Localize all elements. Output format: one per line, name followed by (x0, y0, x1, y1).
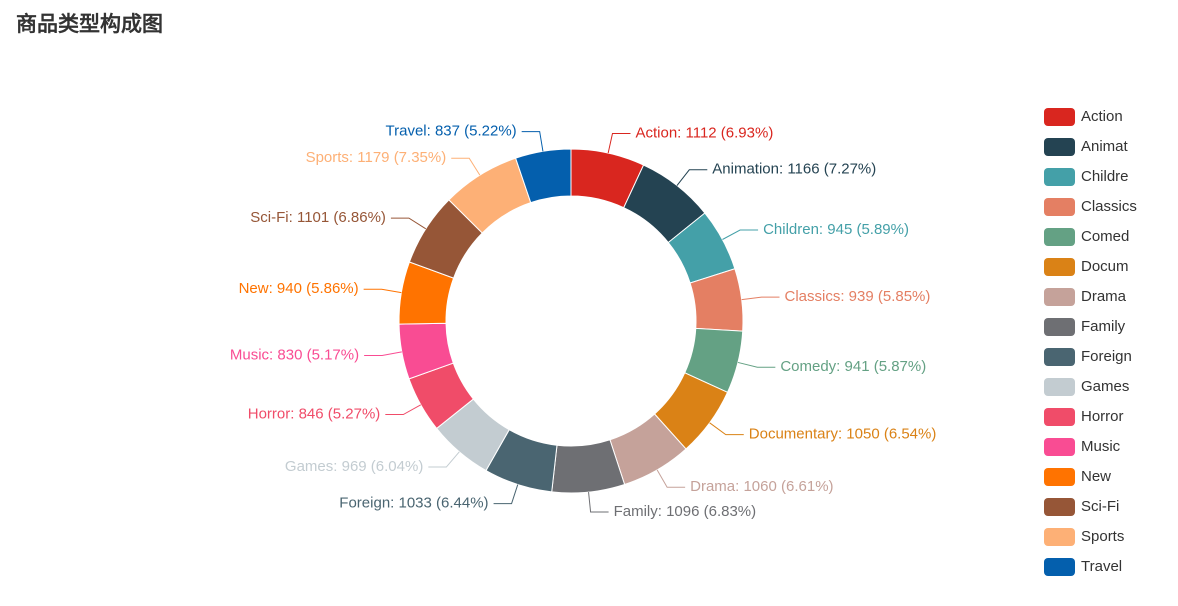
legend-item-action[interactable]: Action (1044, 108, 1123, 126)
legend-item-sports[interactable]: Sports (1044, 528, 1124, 546)
legend-label-documentary: Docum (1081, 258, 1129, 275)
label-foreign: Foreign: 1033 (6.44%) (339, 495, 488, 512)
leader-family (588, 492, 609, 513)
label-action: Action: 1112 (6.93%) (635, 125, 773, 142)
legend-swatch-family (1044, 318, 1075, 336)
legend-swatch-classics (1044, 198, 1075, 216)
slice-labels: Action: 1112 (6.93%) Animation: 1166 (7.2… (230, 123, 936, 520)
leader-children (722, 229, 759, 240)
legend-label-travel: Travel (1081, 558, 1122, 575)
legend-label-foreign: Foreign (1081, 348, 1132, 365)
label-leader-lines (363, 131, 780, 513)
leader-music (364, 351, 402, 356)
legend-swatch-animation (1044, 138, 1075, 156)
legend-label-horror: Horror (1081, 408, 1124, 425)
label-music: Music: 830 (5.17%) (230, 346, 359, 363)
legend-item-documentary[interactable]: Docum (1044, 258, 1129, 276)
legend-item-classics[interactable]: Classics (1044, 198, 1137, 216)
leader-games (428, 451, 460, 468)
legend-swatch-horror (1044, 408, 1075, 426)
legend-label-action: Action (1081, 108, 1123, 125)
chart-title: 商品类型构成图 (16, 12, 163, 36)
legend-item-comedy[interactable]: Comed (1044, 228, 1129, 246)
legend-item-family[interactable]: Family (1044, 318, 1126, 336)
legend-item-foreign[interactable]: Foreign (1044, 348, 1132, 366)
label-sci-fi: Sci-Fi: 1101 (6.86%) (250, 209, 386, 226)
leader-comedy (737, 361, 776, 368)
legend-label-children: Childre (1081, 168, 1129, 185)
label-documentary: Documentary: 1050 (6.54%) (749, 426, 937, 443)
legend-label-classics: Classics (1081, 198, 1137, 215)
legend-swatch-foreign (1044, 348, 1075, 366)
legend-label-family: Family (1081, 318, 1126, 335)
label-classics: Classics: 939 (5.85%) (785, 288, 931, 305)
label-animation: Animation: 1166 (7.27%) (712, 161, 876, 178)
legend-swatch-documentary (1044, 258, 1075, 276)
donut-slices (398, 148, 744, 494)
leader-sports (451, 157, 481, 176)
legend-item-sci-fi[interactable]: Sci-Fi (1044, 498, 1119, 516)
legend-swatch-music (1044, 438, 1075, 456)
legend-label-sci-fi: Sci-Fi (1081, 498, 1119, 515)
leader-foreign (493, 484, 519, 505)
label-horror: Horror: 846 (5.27%) (248, 405, 381, 422)
legend-swatch-new (1044, 468, 1075, 486)
leader-sci-fi (390, 217, 427, 230)
legend-item-travel[interactable]: Travel (1044, 558, 1122, 576)
leader-travel (521, 131, 544, 152)
legend-label-drama: Drama (1081, 288, 1127, 305)
legend-swatch-sci-fi (1044, 498, 1075, 516)
leader-horror (385, 404, 422, 416)
legend-swatch-comedy (1044, 228, 1075, 246)
legend-label-comedy: Comed (1081, 228, 1129, 245)
label-travel: Travel: 837 (5.22%) (386, 123, 517, 140)
legend-label-music: Music (1081, 438, 1121, 455)
leader-documentary (709, 422, 744, 436)
legend-swatch-games (1044, 378, 1075, 396)
label-sports: Sports: 1179 (7.35%) (306, 149, 447, 166)
label-games: Games: 969 (6.04%) (285, 458, 423, 475)
legend-item-games[interactable]: Games (1044, 378, 1129, 396)
slice-travel[interactable] (514, 148, 572, 204)
leader-action (607, 133, 631, 154)
leader-classics (741, 296, 780, 301)
leader-drama (656, 469, 686, 488)
label-drama: Drama: 1060 (6.61%) (690, 478, 833, 495)
legend-item-animation[interactable]: Animat (1044, 138, 1129, 156)
legend-swatch-sports (1044, 528, 1075, 546)
leader-animation (676, 169, 708, 186)
legend-item-music[interactable]: Music (1044, 438, 1121, 456)
legend-label-sports: Sports (1081, 528, 1124, 545)
label-family: Family: 1096 (6.83%) (614, 503, 757, 520)
legend-item-children[interactable]: Childre (1044, 168, 1129, 186)
label-new: New: 940 (5.86%) (239, 280, 359, 297)
legend-item-new[interactable]: New (1044, 468, 1111, 486)
legend-label-animation: Animat (1081, 138, 1129, 155)
legend-swatch-action (1044, 108, 1075, 126)
legend-item-horror[interactable]: Horror (1044, 408, 1124, 426)
legend-label-games: Games (1081, 378, 1129, 395)
legend-swatch-travel (1044, 558, 1075, 576)
legend: Action Animat Childre Classics Comed Docum Dra… (1044, 108, 1137, 576)
legend-label-new: New (1081, 468, 1111, 485)
legend-swatch-drama (1044, 288, 1075, 306)
leader-new (363, 288, 402, 294)
legend-item-drama[interactable]: Drama (1044, 288, 1127, 306)
legend-swatch-children (1044, 168, 1075, 186)
label-children: Children: 945 (5.89%) (763, 221, 909, 238)
label-comedy: Comedy: 941 (5.87%) (780, 358, 926, 375)
